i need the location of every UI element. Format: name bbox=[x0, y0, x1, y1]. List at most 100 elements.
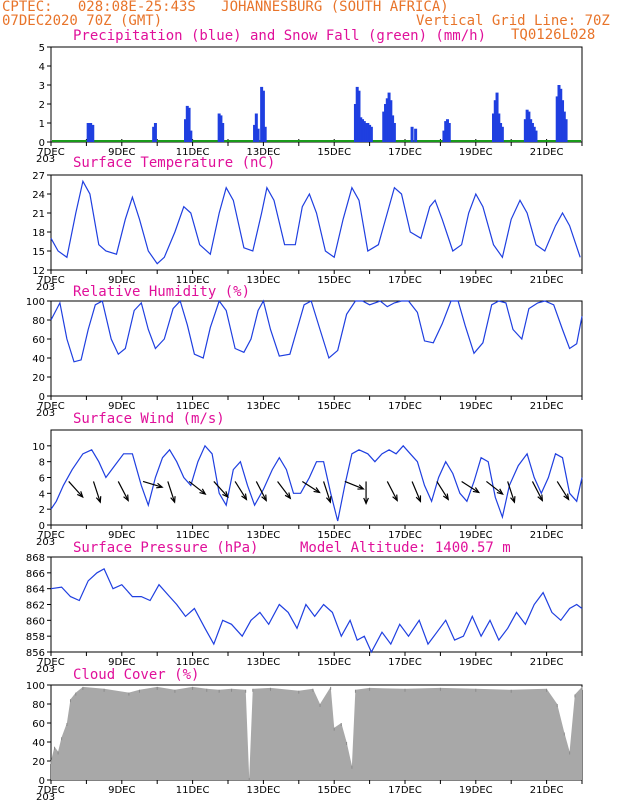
x-tick-label: 11DEC bbox=[176, 530, 210, 541]
y-tick-label: 80 bbox=[32, 700, 45, 711]
series-line bbox=[50, 299, 583, 363]
precip-bar bbox=[527, 111, 531, 142]
y-tick-label: 100 bbox=[26, 297, 45, 308]
x-tick-label: 21DEC bbox=[530, 147, 564, 158]
wind-arrow bbox=[344, 480, 364, 490]
wind-arrow bbox=[461, 480, 480, 493]
y-tick-label: 864 bbox=[26, 585, 45, 596]
precip-bar bbox=[217, 113, 221, 142]
wind-arrow bbox=[436, 481, 449, 500]
year-stub: 203 bbox=[36, 154, 55, 165]
x-tick-label: 7DEC bbox=[37, 147, 64, 158]
x-tick-label: 7DEC bbox=[37, 530, 64, 541]
precip-bar bbox=[364, 123, 368, 142]
x-tick-label: 15DEC bbox=[317, 657, 351, 668]
precip-bar bbox=[523, 119, 527, 142]
x-tick-label: 11DEC bbox=[176, 401, 210, 412]
wind-arrow-head bbox=[563, 493, 570, 501]
wind-arrow-head bbox=[222, 491, 229, 499]
x-tick-label: 15DEC bbox=[317, 401, 351, 412]
precip-bar bbox=[256, 128, 260, 142]
y-tick-label: 100 bbox=[26, 681, 45, 692]
precip-bar bbox=[391, 115, 395, 142]
precip-bar bbox=[495, 92, 499, 142]
wind-arrow-head bbox=[415, 495, 422, 503]
y-tick-label: 80 bbox=[32, 316, 45, 327]
pressure-title: Surface Pressure (hPa) bbox=[73, 540, 259, 556]
precip-bar bbox=[532, 126, 536, 142]
x-tick-label: 7DEC bbox=[37, 401, 64, 412]
wind-arrow-head bbox=[496, 488, 504, 496]
wind-arrow bbox=[117, 481, 129, 501]
series-line bbox=[50, 179, 581, 265]
humidity-title: Relative Humidity (%) bbox=[73, 284, 251, 300]
x-tick-label: 17DEC bbox=[388, 530, 422, 541]
header-grid-line: Vertical Grid Line: 70Z bbox=[416, 13, 610, 29]
precip-bar bbox=[529, 119, 533, 142]
wind-arrow bbox=[234, 481, 247, 500]
y-tick-label: 20 bbox=[32, 373, 45, 384]
wind-arrow-head bbox=[261, 494, 267, 502]
wind-arrow-head bbox=[77, 491, 84, 499]
y-tick-label: 8 bbox=[39, 458, 45, 469]
y-tick-label: 21 bbox=[32, 209, 45, 220]
precip-bar bbox=[369, 126, 373, 142]
y-tick-label: 862 bbox=[26, 601, 45, 612]
x-tick-label: 11DEC bbox=[176, 147, 210, 158]
y-tick-label: 2 bbox=[39, 505, 45, 516]
wind-arrow bbox=[255, 481, 267, 501]
precip-bar bbox=[184, 119, 188, 142]
precip-bar bbox=[444, 121, 448, 142]
wind-arrow bbox=[486, 480, 504, 495]
precip-bar bbox=[366, 123, 370, 142]
wind-arrow-head bbox=[95, 496, 102, 504]
precip-bar bbox=[385, 98, 389, 142]
y-tick-label: 1 bbox=[39, 119, 45, 130]
x-tick-label: 17DEC bbox=[388, 401, 422, 412]
wind-arrow-head bbox=[170, 496, 176, 504]
model-altitude: Model Altitude: 1400.57 m bbox=[300, 540, 511, 556]
precip-bar bbox=[362, 121, 366, 142]
wind-arrow-head bbox=[363, 497, 369, 505]
precip-bar bbox=[559, 88, 563, 142]
y-tick-label: 2 bbox=[39, 100, 45, 111]
precip-bar bbox=[263, 126, 267, 142]
precip-bar bbox=[530, 123, 534, 142]
precip-bar bbox=[555, 96, 559, 142]
x-tick-label: 15DEC bbox=[317, 785, 351, 796]
precip-bar bbox=[561, 100, 565, 142]
precip-bar bbox=[189, 130, 193, 142]
wind-arrow-head bbox=[442, 493, 450, 501]
x-tick-label: 13DEC bbox=[247, 401, 281, 412]
year-stub: 203 bbox=[36, 664, 55, 675]
year-stub: 203 bbox=[36, 282, 55, 293]
temp-title: Surface Temperature (nC) bbox=[73, 155, 276, 171]
y-tick-label: 40 bbox=[32, 738, 45, 749]
y-tick-label: 856 bbox=[26, 648, 45, 659]
wind-arrow bbox=[92, 481, 101, 503]
y-tick-label: 10 bbox=[32, 442, 45, 453]
precip-bar bbox=[253, 124, 257, 142]
precip-title: Precipitation (blue) and Snow Fall (gree… bbox=[73, 28, 487, 44]
wind-title: Surface Wind (m/s) bbox=[73, 411, 225, 427]
x-tick-label: 15DEC bbox=[317, 275, 351, 286]
precip-bar bbox=[410, 126, 414, 142]
precip-bar bbox=[493, 100, 497, 142]
x-tick-label: 7DEC bbox=[37, 657, 64, 668]
wind-arrow bbox=[302, 480, 320, 493]
precip-bar bbox=[221, 123, 225, 142]
wind-arrow bbox=[411, 481, 422, 502]
y-tick-label: 3 bbox=[39, 81, 45, 92]
precip-bar bbox=[557, 85, 561, 142]
year-stub: 203 bbox=[36, 408, 55, 419]
precip-bar bbox=[152, 126, 156, 142]
wind-arrow-head bbox=[357, 484, 365, 490]
precip-bar bbox=[89, 123, 93, 142]
precip-bar bbox=[384, 104, 388, 142]
precip-bar bbox=[353, 104, 357, 142]
cloud-title: Cloud Cover (%) bbox=[73, 667, 200, 683]
y-tick-label: 40 bbox=[32, 354, 45, 365]
panel-frame bbox=[50, 556, 583, 653]
x-tick-label: 9DEC bbox=[108, 785, 135, 796]
